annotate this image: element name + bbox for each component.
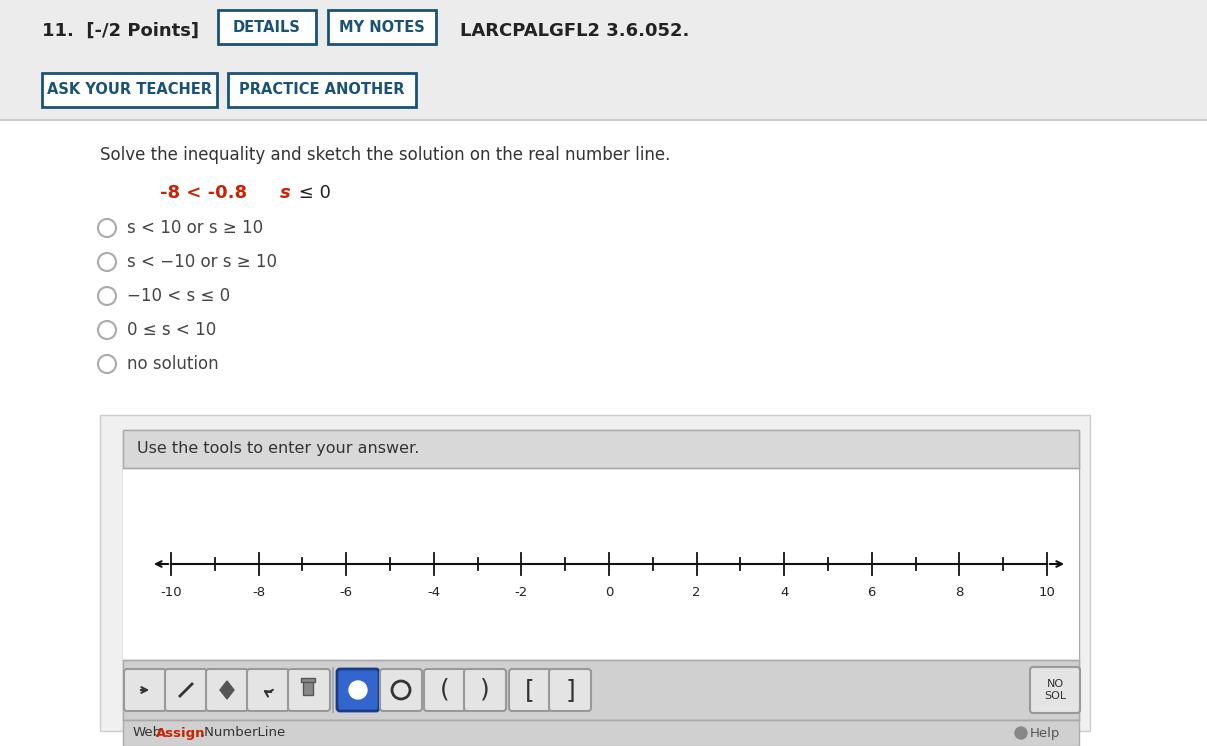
Bar <box>0 0 1207 62</box>
Text: -6: -6 <box>339 586 352 599</box>
Text: -4: -4 <box>427 586 441 599</box>
FancyBboxPatch shape <box>509 669 552 711</box>
Circle shape <box>98 253 116 271</box>
Bar <box>228 73 416 107</box>
Text: s < 10 or s ≥ 10: s < 10 or s ≥ 10 <box>127 219 263 237</box>
Bar <box>0 62 1207 120</box>
FancyBboxPatch shape <box>337 669 379 711</box>
Polygon shape <box>220 681 234 699</box>
FancyBboxPatch shape <box>124 669 167 711</box>
Text: −10 < s ≤ 0: −10 < s ≤ 0 <box>127 287 231 305</box>
Text: -8: -8 <box>252 586 266 599</box>
Text: (: ( <box>441 678 450 702</box>
Text: Assign: Assign <box>156 727 205 739</box>
Text: 4: 4 <box>780 586 788 599</box>
Bar <box>303 681 313 695</box>
Text: 2: 2 <box>693 586 701 599</box>
Text: -8 < -0.8: -8 < -0.8 <box>161 184 247 202</box>
FancyBboxPatch shape <box>247 669 288 711</box>
FancyBboxPatch shape <box>165 669 206 711</box>
FancyBboxPatch shape <box>380 669 422 711</box>
Text: 6: 6 <box>868 586 876 599</box>
Circle shape <box>98 321 116 339</box>
Text: LARCPALGFL2 3.6.052.: LARCPALGFL2 3.6.052. <box>460 22 689 40</box>
Text: 8: 8 <box>955 586 963 599</box>
Text: ASK YOUR TEACHER: ASK YOUR TEACHER <box>47 83 212 98</box>
Text: Use the tools to enter your answer.: Use the tools to enter your answer. <box>138 442 419 457</box>
FancyBboxPatch shape <box>1030 667 1080 713</box>
Circle shape <box>98 287 116 305</box>
Text: s: s <box>280 184 291 202</box>
Text: no solution: no solution <box>127 355 218 373</box>
Text: Solve the inequality and sketch the solution on the real number line.: Solve the inequality and sketch the solu… <box>100 146 670 164</box>
Text: DETAILS: DETAILS <box>233 19 301 34</box>
Bar <box>123 430 1079 468</box>
Text: -10: -10 <box>161 586 182 599</box>
Text: Web: Web <box>133 727 162 739</box>
Bar <box>328 10 436 44</box>
FancyBboxPatch shape <box>549 669 591 711</box>
Text: -2: -2 <box>514 586 527 599</box>
Circle shape <box>98 355 116 373</box>
FancyBboxPatch shape <box>288 669 330 711</box>
Bar <box>123 468 1079 660</box>
FancyBboxPatch shape <box>206 669 247 711</box>
Text: 11.  [-/2 Points]: 11. [-/2 Points] <box>42 22 199 40</box>
Bar <box>42 73 217 107</box>
FancyBboxPatch shape <box>463 669 506 711</box>
Circle shape <box>98 219 116 237</box>
Bar <box>301 678 315 682</box>
Text: NO
SOL: NO SOL <box>1044 679 1066 701</box>
Text: ]: ] <box>565 678 575 702</box>
Circle shape <box>392 681 410 699</box>
Text: ): ) <box>480 678 490 702</box>
Circle shape <box>349 681 367 699</box>
Bar <box>123 660 1079 720</box>
Bar <box>218 10 316 44</box>
Text: [: [ <box>525 678 535 702</box>
Bar <box>123 720 1079 746</box>
Text: Help: Help <box>1030 727 1061 739</box>
Text: .NumberLine: .NumberLine <box>202 727 286 739</box>
Text: 10: 10 <box>1038 586 1055 599</box>
Text: s < −10 or s ≥ 10: s < −10 or s ≥ 10 <box>127 253 276 271</box>
Text: PRACTICE ANOTHER: PRACTICE ANOTHER <box>239 83 404 98</box>
Bar <box>0 120 1207 746</box>
Text: ≤ 0: ≤ 0 <box>293 184 331 202</box>
Bar <box>100 415 1090 731</box>
Circle shape <box>1015 727 1027 739</box>
Text: MY NOTES: MY NOTES <box>339 19 425 34</box>
Bar <box>123 430 1079 720</box>
FancyBboxPatch shape <box>424 669 466 711</box>
Text: 0 ≤ s < 10: 0 ≤ s < 10 <box>127 321 216 339</box>
Text: 0: 0 <box>605 586 613 599</box>
